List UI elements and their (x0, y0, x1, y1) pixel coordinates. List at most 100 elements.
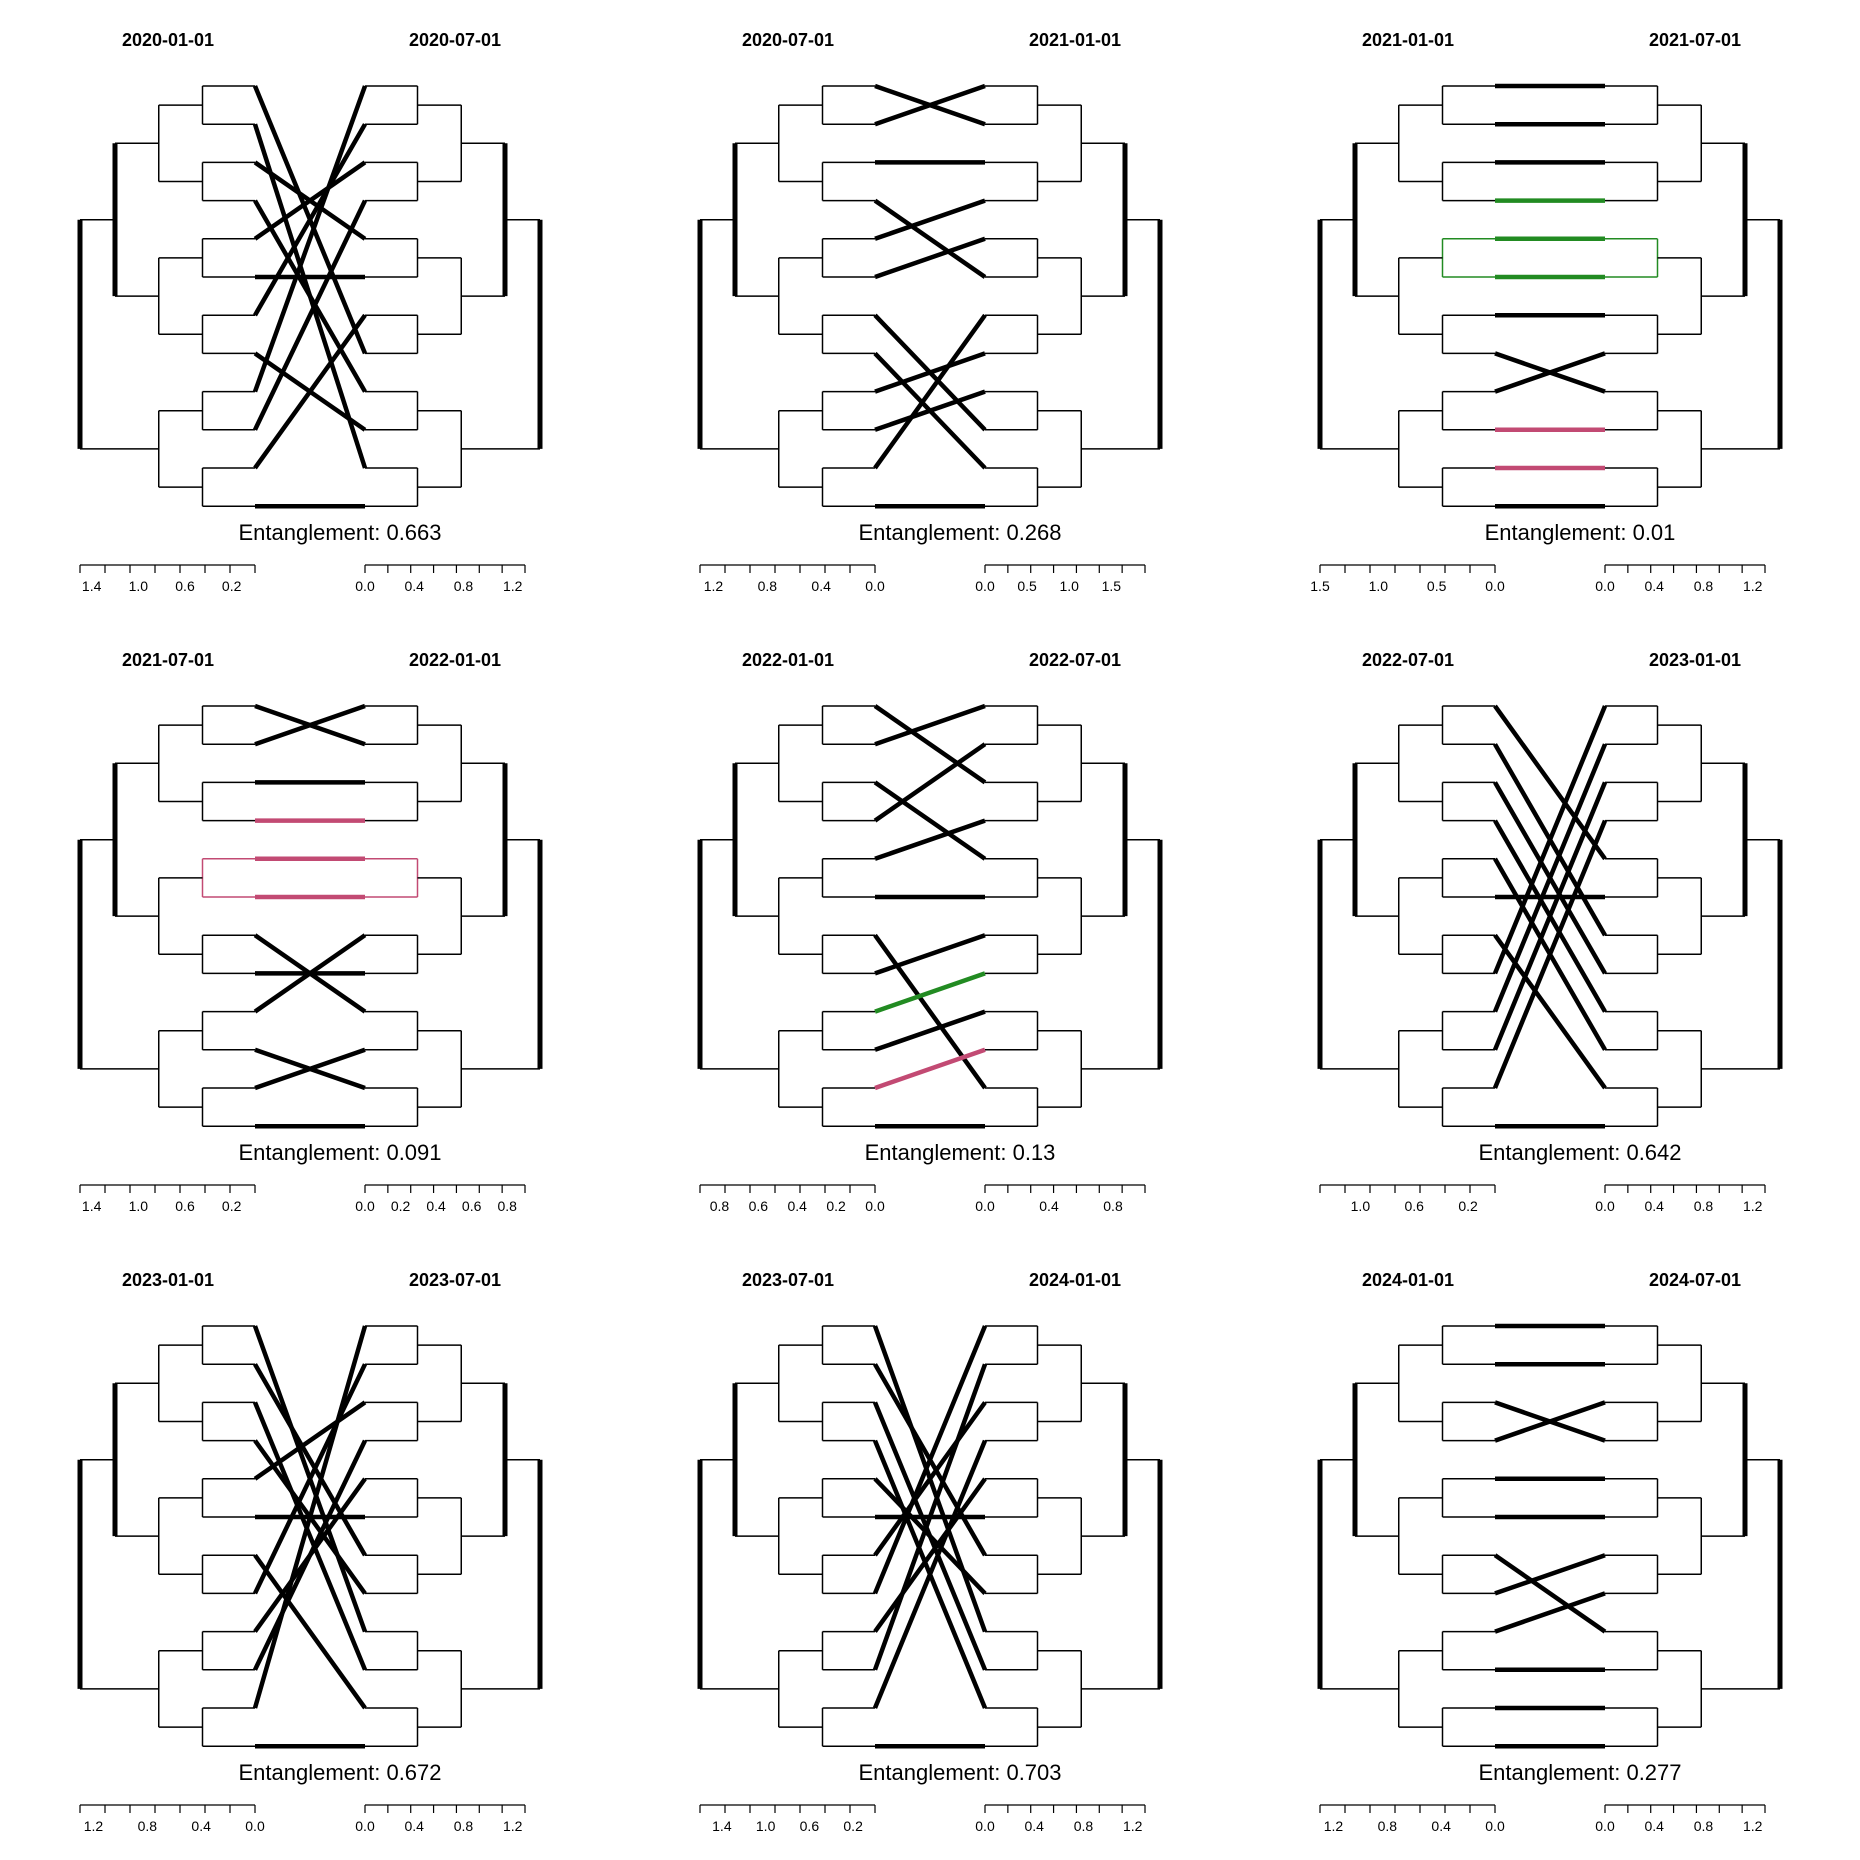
right-date-label: 2021-01-01 (1029, 30, 1121, 50)
right-tick-label: 0.4 (1024, 1818, 1044, 1834)
tangle-link (1494, 1591, 1606, 1634)
tangle-link (873, 780, 987, 861)
entanglement-label: Entanglement: 0.672 (238, 1760, 441, 1785)
right-tick-label: 0.0 (1595, 1198, 1615, 1214)
right-tick-label: 1.5 (1102, 578, 1122, 594)
left-tick-label: 1.2 (84, 1818, 104, 1834)
left-date-label: 2022-07-01 (1362, 650, 1454, 670)
left-tick-label: 0.2 (222, 1198, 242, 1214)
left-tick-label: 0.2 (222, 578, 242, 594)
left-tick-label: 0.6 (175, 1198, 195, 1214)
right-tick-label: 0.0 (1595, 578, 1615, 594)
right-date-label: 2020-07-01 (409, 30, 501, 50)
tangle-link (252, 1401, 368, 1671)
left-tick-label: 1.0 (129, 1198, 149, 1214)
tangle-link (874, 1009, 986, 1052)
left-tick-label: 1.4 (82, 578, 102, 594)
tangle-link (874, 933, 986, 976)
tangle-link (873, 313, 987, 470)
tangle-link (253, 1363, 367, 1557)
left-tick-label: 0.6 (749, 1198, 769, 1214)
left-date-label: 2023-07-01 (742, 1270, 834, 1290)
right-tick-label: 0.8 (454, 1818, 474, 1834)
tangle-link (252, 199, 368, 431)
right-tick-label: 1.2 (1123, 1818, 1143, 1834)
tangle-link (253, 313, 367, 470)
tangle-link (874, 236, 986, 280)
right-tick-label: 0.0 (1595, 1818, 1615, 1834)
tangle-link (874, 818, 986, 861)
right-date-label: 2024-07-01 (1649, 1270, 1741, 1290)
left-date-label: 2023-01-01 (122, 1270, 214, 1290)
right-tick-label: 0.4 (1039, 1198, 1059, 1214)
right-tick-label: 1.2 (503, 1818, 523, 1834)
tanglegram-panel: 2023-01-01 2023-07-01 Entanglement: 0.672 1… (77, 1270, 543, 1834)
tangle-link (872, 1325, 988, 1595)
tangle-link (254, 703, 366, 747)
tangle-link (873, 198, 987, 279)
right-tick-label: 0.8 (1074, 1818, 1094, 1834)
entanglement-label: Entanglement: 0.091 (238, 1140, 441, 1165)
right-tick-label: 0.4 (404, 1818, 424, 1834)
tanglegram-panel: 2020-01-01 2020-07-01 Entanglement: 0.663 1… (77, 30, 543, 594)
tangle-link (873, 704, 987, 785)
left-tick-label: 1.0 (1369, 578, 1389, 594)
tangle-link (253, 933, 367, 1014)
left-tick-label: 0.4 (787, 1198, 807, 1214)
right-tick-label: 0.8 (1694, 1818, 1714, 1834)
left-tick-label: 0.8 (710, 1198, 730, 1214)
left-tick-label: 0.6 (800, 1818, 820, 1834)
right-tick-label: 0.8 (1694, 1198, 1714, 1214)
tangle-link (1493, 704, 1607, 861)
left-tick-label: 0.4 (191, 1818, 211, 1834)
tangle-link (253, 160, 367, 241)
tangle-link (874, 351, 986, 394)
right-tick-label: 1.2 (1743, 1198, 1763, 1214)
tangle-link (252, 1325, 368, 1709)
right-tick-label: 0.8 (1103, 1198, 1123, 1214)
right-tick-label: 0.8 (1694, 578, 1714, 594)
right-date-label: 2024-01-01 (1029, 1270, 1121, 1290)
tangle-link (874, 198, 986, 241)
left-date-label: 2020-01-01 (122, 30, 214, 50)
right-date-label: 2023-01-01 (1649, 650, 1741, 670)
tangle-link (1492, 781, 1608, 1051)
left-tick-label: 0.0 (865, 578, 885, 594)
left-date-label: 2020-07-01 (742, 30, 834, 50)
right-tick-label: 1.0 (1059, 578, 1079, 594)
left-tick-label: 0.2 (1458, 1198, 1478, 1214)
left-tick-label: 0.8 (758, 578, 778, 594)
tanglegram-panel: 2021-01-01 2021-07-01 Entanglement: 0.01 1.… (1310, 30, 1783, 594)
tangle-link (252, 1363, 368, 1595)
tangle-link (1494, 1553, 1606, 1596)
right-tick-label: 0.8 (497, 1198, 517, 1214)
left-tick-label: 1.0 (129, 578, 149, 594)
tanglegram-panel: 2020-07-01 2021-01-01 Entanglement: 0.268 1… (697, 30, 1163, 594)
right-tick-label: 0.0 (355, 1818, 375, 1834)
tanglegram-panel: 2021-07-01 2022-01-01 Entanglement: 0.091 1… (77, 650, 543, 1214)
left-tick-label: 1.4 (712, 1818, 732, 1834)
right-tick-label: 0.6 (462, 1198, 482, 1214)
left-tick-label: 1.5 (1310, 578, 1330, 594)
right-date-label: 2022-01-01 (409, 650, 501, 670)
left-tick-label: 0.6 (175, 578, 195, 594)
tangle-link (873, 742, 987, 823)
right-tick-label: 0.0 (355, 578, 375, 594)
left-tick-label: 1.0 (756, 1818, 776, 1834)
tangle-link (874, 83, 986, 127)
left-tick-label: 0.0 (245, 1818, 265, 1834)
tangle-link (254, 1047, 366, 1091)
tanglegram-panel: 2024-01-01 2024-07-01 Entanglement: 0.277 1… (1317, 1270, 1783, 1834)
entanglement-label: Entanglement: 0.01 (1485, 520, 1676, 545)
left-tick-label: 0.4 (1431, 1818, 1451, 1834)
tangle-link (872, 1363, 988, 1671)
right-date-label: 2023-07-01 (409, 1270, 501, 1290)
left-date-label: 2021-07-01 (122, 650, 214, 670)
tangle-link (253, 199, 367, 393)
tangle-link (253, 1553, 367, 1710)
tangle-link (252, 1439, 368, 1671)
left-date-label: 2021-01-01 (1362, 30, 1454, 50)
tangle-link (1492, 743, 1608, 1013)
tanglegram-panel: 2022-01-01 2022-07-01 Entanglement: 0.13 0.… (697, 650, 1163, 1214)
right-tick-label: 0.5 (1017, 578, 1037, 594)
